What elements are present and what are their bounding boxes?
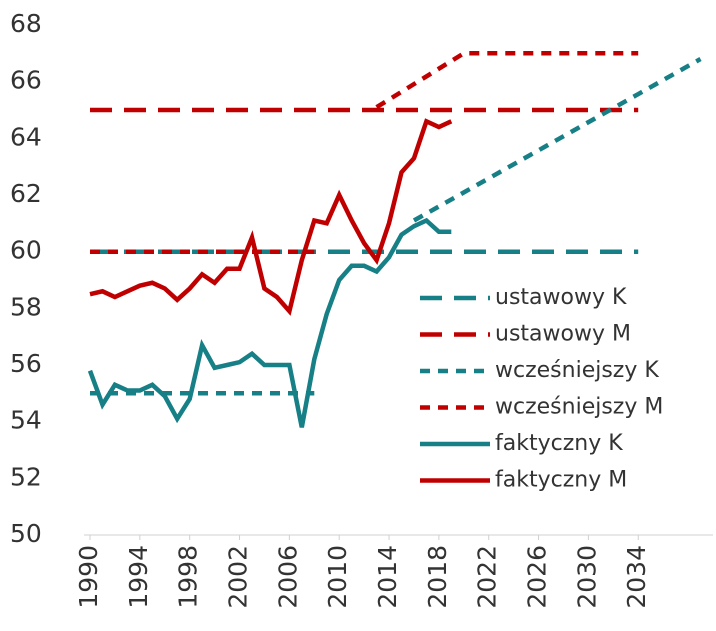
y-tick-label: 52	[10, 462, 42, 491]
series-line	[90, 51, 639, 254]
y-tick-label: 62	[10, 179, 42, 208]
x-tick-label: 2010	[323, 545, 352, 609]
y-tick-label: 58	[10, 292, 42, 321]
x-tick-label: 2022	[473, 545, 502, 609]
legend-label: wcześniejszy M	[495, 395, 663, 420]
legend-label: faktyczny K	[495, 431, 623, 456]
y-tick-label: 56	[10, 349, 42, 378]
x-tick-label: 1990	[74, 545, 103, 609]
x-tick-label: 1994	[124, 545, 153, 609]
legend-label: ustawowy M	[495, 322, 631, 347]
legend-label: ustawowy K	[495, 285, 627, 310]
legend-label: faktyczny M	[495, 468, 627, 493]
x-tick-label: 2026	[523, 545, 552, 609]
series-line	[89, 118, 453, 316]
legend-label: wcześniejszy K	[495, 358, 659, 383]
x-tick-label: 2018	[423, 545, 452, 609]
x-tick-label: 2034	[622, 545, 651, 609]
y-tick-label: 50	[10, 519, 42, 548]
y-tick-label: 68	[10, 9, 42, 38]
x-tick-label: 2014	[373, 545, 402, 609]
y-tick-label: 64	[10, 122, 42, 151]
x-tick-label: 2030	[572, 545, 601, 609]
x-tick-label: 2002	[224, 545, 253, 609]
y-tick-label: 66	[10, 66, 42, 95]
y-tick-label: 54	[10, 406, 42, 435]
x-tick-label: 2006	[273, 545, 302, 609]
y-tick-label: 60	[10, 236, 42, 265]
series-line	[90, 57, 702, 396]
series-line	[87, 217, 452, 428]
x-tick-label: 1998	[174, 545, 203, 609]
